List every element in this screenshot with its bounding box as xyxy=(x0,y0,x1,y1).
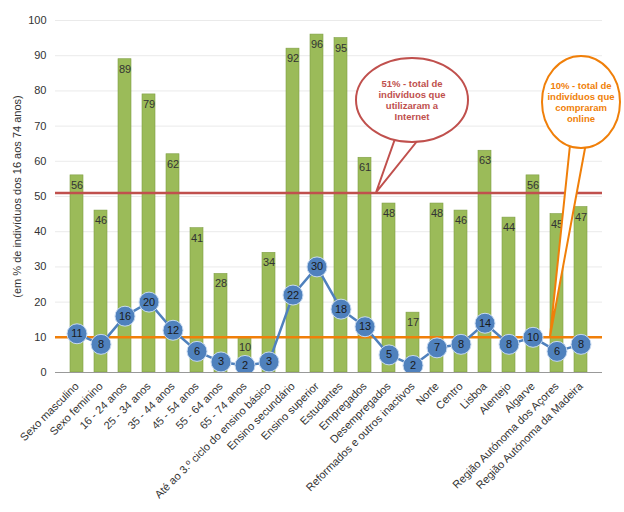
svg-text:80: 80 xyxy=(34,84,46,96)
svg-text:25 - 34 anos: 25 - 34 anos xyxy=(101,379,153,432)
svg-text:50: 50 xyxy=(34,190,46,202)
svg-text:Estudantes: Estudantes xyxy=(297,379,345,428)
svg-text:48: 48 xyxy=(383,207,395,219)
svg-text:(em % de indivíduos dos 16 aos: (em % de indivíduos dos 16 aos 74 anos) xyxy=(11,95,23,297)
svg-text:17: 17 xyxy=(407,316,419,328)
svg-text:45: 45 xyxy=(550,217,564,230)
svg-text:Algarve: Algarve xyxy=(502,379,537,415)
svg-text:6: 6 xyxy=(194,345,200,357)
svg-text:30: 30 xyxy=(34,260,46,272)
svg-text:18: 18 xyxy=(335,303,347,315)
svg-text:34: 34 xyxy=(263,256,275,268)
svg-text:5: 5 xyxy=(386,348,392,360)
svg-text:8: 8 xyxy=(458,338,464,350)
svg-text:100: 100 xyxy=(28,14,46,26)
svg-text:46: 46 xyxy=(455,214,467,226)
svg-text:20: 20 xyxy=(143,296,155,308)
svg-text:Centro: Centro xyxy=(433,380,465,412)
svg-text:41: 41 xyxy=(191,232,203,244)
svg-text:Lisboa: Lisboa xyxy=(457,379,489,412)
svg-text:92: 92 xyxy=(287,52,299,64)
svg-text:62: 62 xyxy=(167,158,179,170)
svg-text:70: 70 xyxy=(34,120,46,132)
svg-text:51% - total deindivíduos queut: 51% - total deindivíduos queutilizaram a… xyxy=(378,78,445,122)
svg-text:16 - 24 anos: 16 - 24 anos xyxy=(77,379,129,432)
svg-text:14: 14 xyxy=(479,317,491,329)
svg-text:44: 44 xyxy=(503,221,515,233)
svg-text:Ensino superior: Ensino superior xyxy=(258,379,321,443)
svg-text:56: 56 xyxy=(71,179,83,191)
svg-text:Região Autónoma dos Açores: Região Autónoma dos Açores xyxy=(450,379,561,490)
svg-text:46: 46 xyxy=(95,214,107,226)
svg-text:10% - total deindivíduos queco: 10% - total deindivíduos quecompraramonl… xyxy=(547,80,614,124)
svg-text:30: 30 xyxy=(311,260,323,272)
svg-text:Até ao 3.º ciclo do ensino bás: Até ao 3.º ciclo do ensino básico xyxy=(152,380,273,501)
svg-text:28: 28 xyxy=(215,277,227,289)
svg-text:10: 10 xyxy=(34,331,46,343)
svg-text:13: 13 xyxy=(359,320,371,332)
svg-text:89: 89 xyxy=(119,63,131,75)
svg-text:20: 20 xyxy=(34,296,46,308)
svg-text:12: 12 xyxy=(167,324,179,336)
svg-text:2: 2 xyxy=(410,359,416,371)
svg-text:96: 96 xyxy=(311,38,323,50)
svg-text:22: 22 xyxy=(287,289,299,301)
svg-text:6: 6 xyxy=(554,345,560,357)
svg-text:61: 61 xyxy=(359,161,371,173)
svg-text:45 - 54 anos: 45 - 54 anos xyxy=(149,379,201,432)
svg-text:11: 11 xyxy=(71,327,82,339)
svg-text:47: 47 xyxy=(575,211,587,223)
svg-text:8: 8 xyxy=(578,338,584,350)
svg-text:65 - 74 anos: 65 - 74 anos xyxy=(197,379,249,432)
svg-text:Alentejo: Alentejo xyxy=(476,379,513,417)
svg-text:79: 79 xyxy=(143,98,155,110)
svg-text:Sexo masculino: Sexo masculino xyxy=(17,379,81,444)
svg-text:8: 8 xyxy=(98,338,104,350)
svg-text:35 - 44 anos: 35 - 44 anos xyxy=(125,379,177,432)
svg-text:8: 8 xyxy=(506,338,512,350)
svg-text:63: 63 xyxy=(479,154,491,166)
svg-text:Norte: Norte xyxy=(413,379,441,408)
svg-text:Reformados e outros inactivos: Reformados e outros inactivos xyxy=(303,379,417,493)
svg-text:2: 2 xyxy=(242,359,248,371)
svg-text:Sexo feminino: Sexo feminino xyxy=(47,379,105,438)
svg-text:Desempregados: Desempregados xyxy=(327,379,393,446)
svg-text:3: 3 xyxy=(266,355,272,367)
svg-text:10: 10 xyxy=(527,331,539,343)
svg-text:Região Autónoma da Madeira: Região Autónoma da Madeira xyxy=(474,379,586,491)
svg-text:48: 48 xyxy=(431,207,443,219)
svg-text:95: 95 xyxy=(335,42,347,54)
svg-text:60: 60 xyxy=(34,155,46,167)
svg-text:56: 56 xyxy=(527,179,539,191)
svg-text:55 - 64 anos: 55 - 64 anos xyxy=(173,379,225,432)
svg-text:40: 40 xyxy=(34,225,46,237)
svg-text:10: 10 xyxy=(239,341,251,353)
svg-text:7: 7 xyxy=(434,341,440,353)
svg-text:0: 0 xyxy=(40,366,46,378)
svg-text:16: 16 xyxy=(119,310,131,322)
svg-text:90: 90 xyxy=(34,49,46,61)
svg-text:Empregados: Empregados xyxy=(316,379,369,433)
svg-text:3: 3 xyxy=(218,355,224,367)
svg-text:Ensino secundário: Ensino secundário xyxy=(224,379,297,453)
